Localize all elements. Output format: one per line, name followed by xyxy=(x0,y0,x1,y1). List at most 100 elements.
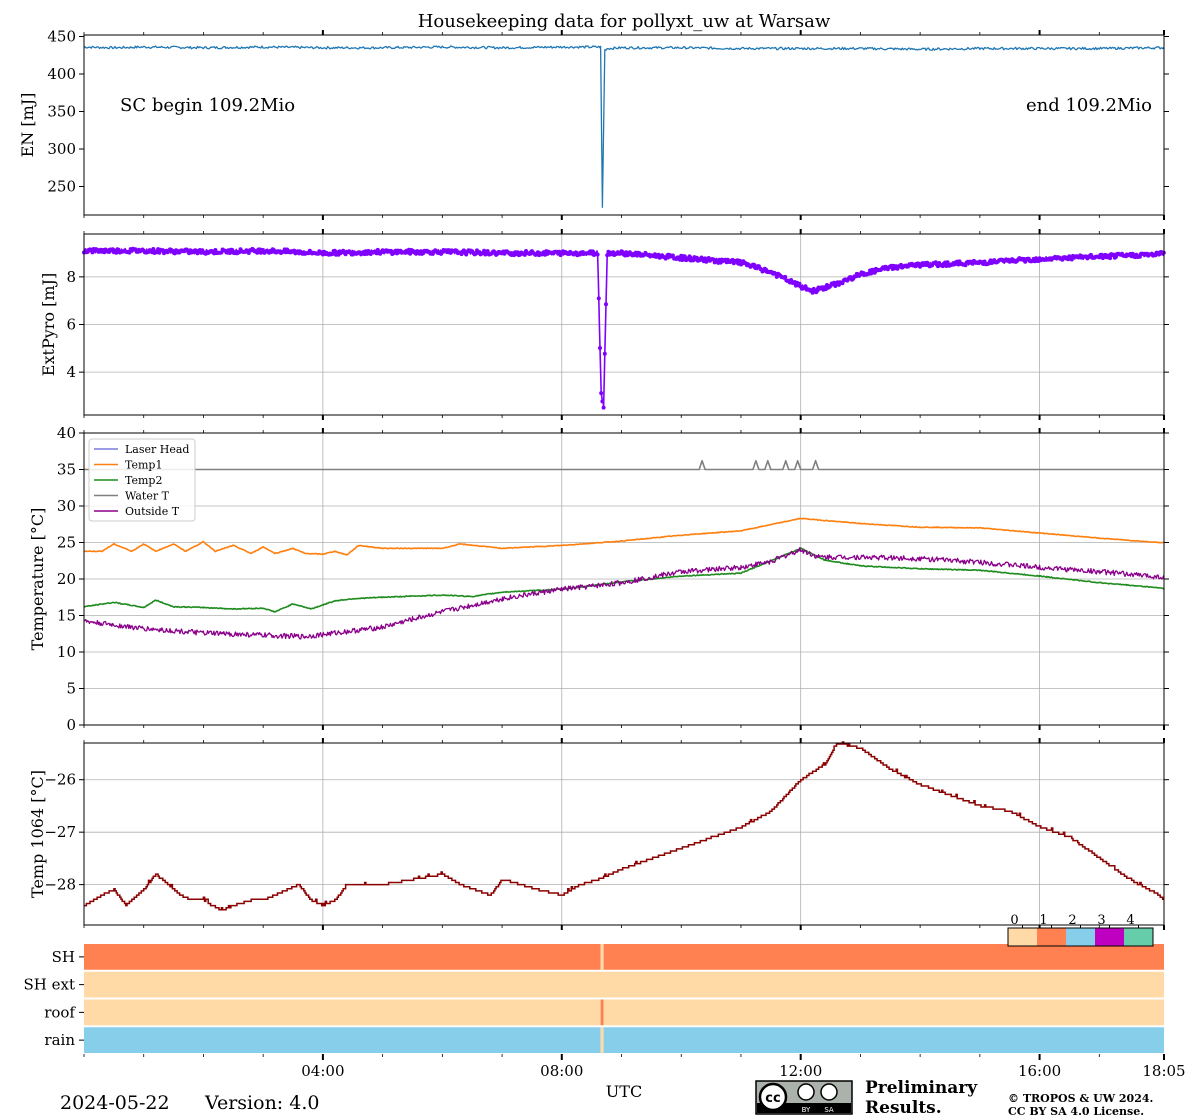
pyro-point xyxy=(600,399,605,404)
by-person-icon xyxy=(797,1083,815,1101)
pyro-point xyxy=(330,252,335,256)
pyro-point xyxy=(803,284,808,289)
sa-label: SA xyxy=(824,1106,834,1114)
legend-label-laser-head: Laser Head xyxy=(125,443,189,456)
colorbar-label-3: 3 xyxy=(1097,913,1105,928)
y-tick-label: 5 xyxy=(66,680,76,698)
pyro-point xyxy=(737,258,742,263)
x-tick-label: 16:00 xyxy=(1018,1062,1061,1080)
colorbar-label-0: 0 xyxy=(1010,913,1018,928)
panel-temperature: 0 5 10 15 20 25 30 35 40 Temperature [°C] xyxy=(28,424,1169,734)
pyro-point xyxy=(255,250,260,255)
x-tick-label: 04:00 xyxy=(301,1062,344,1080)
sc-begin-annotation: SC begin 109.2Mio xyxy=(120,95,295,116)
status-row-label: rain xyxy=(44,1031,75,1049)
axes-frame xyxy=(83,34,1165,216)
pyro-point xyxy=(483,252,488,257)
pyro-point xyxy=(687,254,692,259)
version-label: Version: 4.0 xyxy=(204,1092,319,1114)
pyro-point xyxy=(1108,256,1113,261)
temperature-series-water-t xyxy=(83,459,1165,471)
status-cell xyxy=(600,999,604,1026)
y-tick-label: 15 xyxy=(57,607,76,625)
status-cell xyxy=(603,1027,1164,1053)
legend-label-outside-t: Outside T xyxy=(125,505,180,518)
status-cell xyxy=(84,944,601,970)
copyright-line2: CC BY SA 4.0 License. xyxy=(1008,1105,1144,1118)
y-tick-label: 6 xyxy=(66,316,76,334)
panel-status: SH SH ext roof rain xyxy=(24,944,1165,1060)
axes-frame xyxy=(83,432,1165,726)
preliminary-line2: Results. xyxy=(865,1098,942,1118)
y-tick-label: 400 xyxy=(47,65,76,83)
pyro-point xyxy=(114,250,119,255)
temperature-series-temp1 xyxy=(83,517,1165,556)
status-cell xyxy=(603,999,1164,1026)
by-label: BY xyxy=(802,1106,811,1114)
y-tick-label: 40 xyxy=(57,424,76,442)
colorbar-label-2: 2 xyxy=(1068,913,1076,928)
sa-share-icon xyxy=(820,1083,838,1101)
colorbar-label-4: 4 xyxy=(1126,913,1134,928)
status-row-label: roof xyxy=(44,1003,76,1021)
y-tick-label: 0 xyxy=(66,716,76,734)
colorbar-swatch-0 xyxy=(1008,928,1037,946)
pyro-point xyxy=(752,262,757,267)
pyro-point xyxy=(595,252,600,257)
chart-title: Housekeeping data for pollyxt_uw at Wars… xyxy=(418,11,831,32)
status-cell xyxy=(600,1027,604,1053)
sc-end-annotation: end 109.2Mio xyxy=(1026,95,1152,116)
pyro-point xyxy=(602,351,607,356)
pyro-point xyxy=(336,252,341,257)
y-tick-label: 30 xyxy=(57,497,76,515)
en-series-line xyxy=(83,45,1165,208)
pyro-point xyxy=(151,247,156,251)
colorbar-label-1: 1 xyxy=(1039,913,1047,928)
x-tick-label: 18:05 xyxy=(1142,1062,1185,1080)
pyro-point xyxy=(601,405,606,410)
axes-frame xyxy=(83,233,1165,416)
y-tick-label: 8 xyxy=(66,268,76,286)
y-tick-label: −28 xyxy=(44,876,76,894)
status-cell xyxy=(600,944,604,970)
pyro-point xyxy=(599,391,604,396)
pyro-point xyxy=(408,251,413,256)
colorbar-swatch-3 xyxy=(1095,928,1124,946)
x-tick-label: 08:00 xyxy=(540,1062,583,1080)
y-axis-label: ExtPyro [mJ] xyxy=(39,273,58,376)
x-axis-label: UTC xyxy=(606,1082,642,1101)
colorbar-swatch-1 xyxy=(1037,928,1066,946)
pyro-point xyxy=(227,251,232,255)
y-tick-label: 4 xyxy=(66,363,76,381)
temp1064-series-line xyxy=(84,741,1164,911)
preliminary-line1: Preliminary xyxy=(865,1078,978,1098)
pyro-point xyxy=(213,248,218,252)
status-cell xyxy=(603,944,1164,970)
y-tick-label: 20 xyxy=(57,570,76,588)
legend-box xyxy=(88,438,196,522)
pyro-point xyxy=(598,346,602,350)
temperature-series-outside-t xyxy=(83,547,1165,640)
pyro-point xyxy=(682,254,687,259)
cc-logo-icon xyxy=(758,1082,788,1112)
pyro-point xyxy=(485,249,490,254)
colorbar-swatch-2 xyxy=(1066,928,1095,946)
y-tick-label: −27 xyxy=(44,823,76,841)
temperature-legend: Laser Head Temp1 Temp2 Water T Outside T xyxy=(88,438,196,522)
temperature-series-temp2 xyxy=(83,547,1165,613)
y-tick-label: 35 xyxy=(57,461,76,479)
pyro-point xyxy=(172,251,177,256)
legend-label-temp1: Temp1 xyxy=(125,459,162,472)
y-tick-label: 250 xyxy=(47,178,76,196)
legend-label-temp2: Temp2 xyxy=(125,474,162,487)
date-label: 2024-05-22 xyxy=(60,1092,170,1114)
pyro-point xyxy=(945,260,950,265)
status-cell xyxy=(84,971,1164,998)
y-tick-label: −26 xyxy=(44,771,76,789)
colorbar-frame xyxy=(1007,927,1154,947)
colorbar-swatch-4 xyxy=(1124,928,1153,946)
y-tick-label: 10 xyxy=(57,643,76,661)
axes-frame xyxy=(83,742,1165,926)
